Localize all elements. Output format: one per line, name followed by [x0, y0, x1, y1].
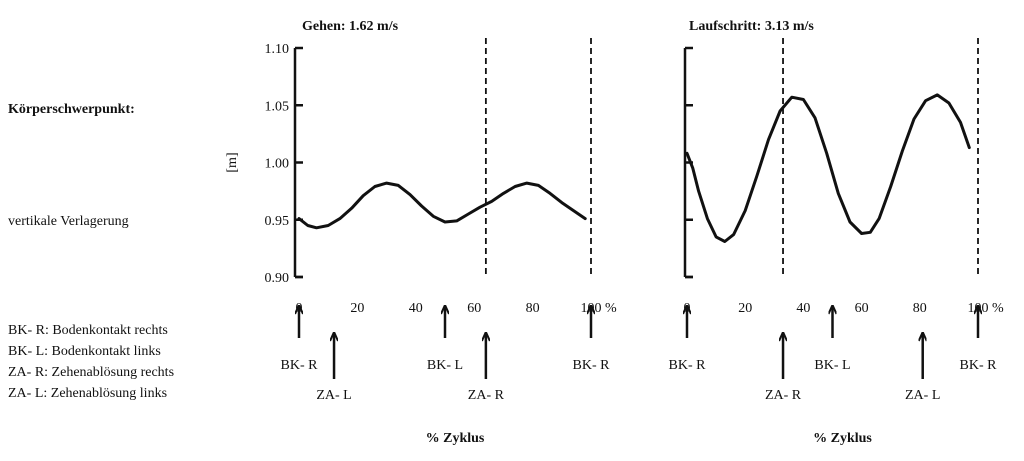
- legend-item-za-l: ZA- L: Zehenablösung links: [8, 386, 168, 401]
- chart1-x-tick-label: 80: [526, 301, 540, 316]
- chart2-title: Laufschritt: 3.13 m/s: [689, 19, 814, 34]
- chart1-event-label: BK- R: [573, 358, 611, 373]
- heading-koerperschwerpunkt: Körperschwerpunkt:: [8, 102, 135, 117]
- legend-item-bk-r: BK- R: Bodenkontakt rechts: [8, 323, 168, 338]
- chart2-x-tick-label: 80: [913, 301, 927, 316]
- chart1-event-label: ZA- L: [316, 388, 351, 403]
- chart2-x-tick-label: 60: [855, 301, 869, 316]
- chart1-event-label: BK- L: [427, 358, 463, 373]
- chart1-x-tick-label: 20: [350, 301, 364, 316]
- chart1-y-tick-label: 1.00: [265, 157, 290, 172]
- chart1-y-tick-label: 0.95: [265, 214, 290, 229]
- legend-item-za-r: ZA- R: Zehenablösung rechts: [8, 365, 175, 380]
- chart1-event-label: ZA- R: [468, 388, 505, 403]
- chart2-x-tick-label: 40: [796, 301, 810, 316]
- chart2-event-label: BK- L: [814, 358, 850, 373]
- chart2-event-label: ZA- R: [765, 388, 802, 403]
- chart2-series-line: [685, 93, 971, 243]
- chart2-event-label: BK- R: [960, 358, 998, 373]
- legend-item-bk-l: BK- L: Bodenkontakt links: [8, 344, 161, 359]
- chart1-x-tick-label: 40: [409, 301, 423, 316]
- chart1-x-unit-label: %: [605, 301, 617, 316]
- chart1-y-label: [m]: [225, 152, 240, 172]
- chart2-x-tick-label: 20: [738, 301, 752, 316]
- chart1-title: Gehen: 1.62 m/s: [302, 19, 399, 34]
- chart2-x-unit-label: %: [992, 301, 1004, 316]
- chart1-y-tick-label: 0.90: [265, 271, 290, 286]
- chart1-y-tick-label: 1.05: [265, 99, 290, 114]
- chart1-event-label: BK- R: [281, 358, 319, 373]
- chart1-x-label: % Zyklus: [426, 431, 485, 446]
- chart1-series-line: [297, 181, 587, 230]
- chart2-event-label: BK- R: [669, 358, 707, 373]
- chart2-x-label: % Zyklus: [813, 431, 872, 446]
- chart1-x-tick-label: 60: [467, 301, 481, 316]
- subheading-vertikale-verlagerung: vertikale Verlagerung: [8, 214, 129, 229]
- chart1-y-tick-label: 1.10: [265, 42, 290, 57]
- chart2-event-label: ZA- L: [905, 388, 940, 403]
